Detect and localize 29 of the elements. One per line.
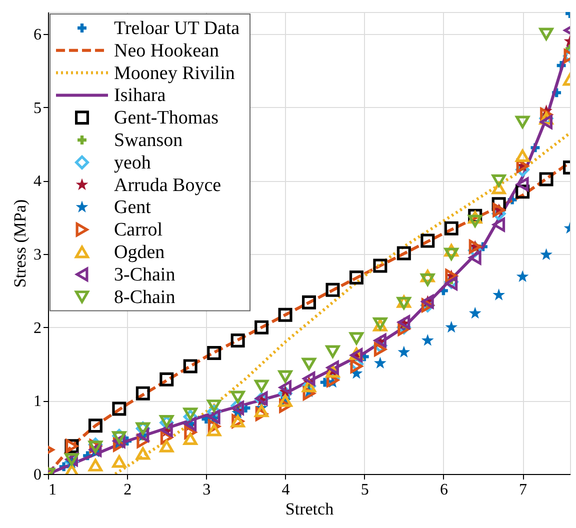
y-tick-label: 4 bbox=[34, 173, 42, 190]
legend-label: Neo Hookean bbox=[114, 40, 220, 62]
y-tick-label: 6 bbox=[34, 26, 42, 44]
legend-label: Treloar UT Data bbox=[114, 18, 240, 39]
legend-label: Swanson bbox=[114, 130, 184, 151]
y-tick-label: 0 bbox=[34, 466, 42, 484]
x-tick-label: 2 bbox=[124, 482, 132, 498]
legend-label: Gent-Thomas bbox=[114, 108, 218, 129]
legend-label: Arruda Boyce bbox=[114, 174, 222, 196]
x-tick-label: 6 bbox=[440, 482, 448, 498]
x-axis-title: Stretch bbox=[285, 500, 334, 518]
legend-label: Gent bbox=[114, 197, 152, 218]
legend-label: Ogden bbox=[114, 242, 166, 263]
x-tick-label: 7 bbox=[519, 482, 528, 498]
y-axis-title: Stress (MPa) bbox=[10, 199, 30, 288]
y-tick-label: 1 bbox=[34, 393, 42, 410]
y-tick-label: 3 bbox=[34, 246, 42, 264]
legend-label: Isihara bbox=[114, 85, 166, 106]
legend-label: Mooney Rivilin bbox=[114, 62, 236, 84]
legend-label: 8-Chain bbox=[114, 286, 176, 308]
x-tick-label: 3 bbox=[202, 482, 211, 498]
x-tick-label: 1 bbox=[48, 482, 56, 498]
x-tick-label: 5 bbox=[360, 482, 369, 498]
y-tick-label: 5 bbox=[34, 100, 42, 117]
legend-label: yeoh bbox=[114, 152, 152, 174]
legend-label: Carrol bbox=[114, 220, 163, 241]
legend-label: 3-Chain bbox=[114, 264, 176, 286]
y-tick-label: 2 bbox=[34, 320, 42, 337]
x-tick-label: 4 bbox=[282, 482, 290, 498]
